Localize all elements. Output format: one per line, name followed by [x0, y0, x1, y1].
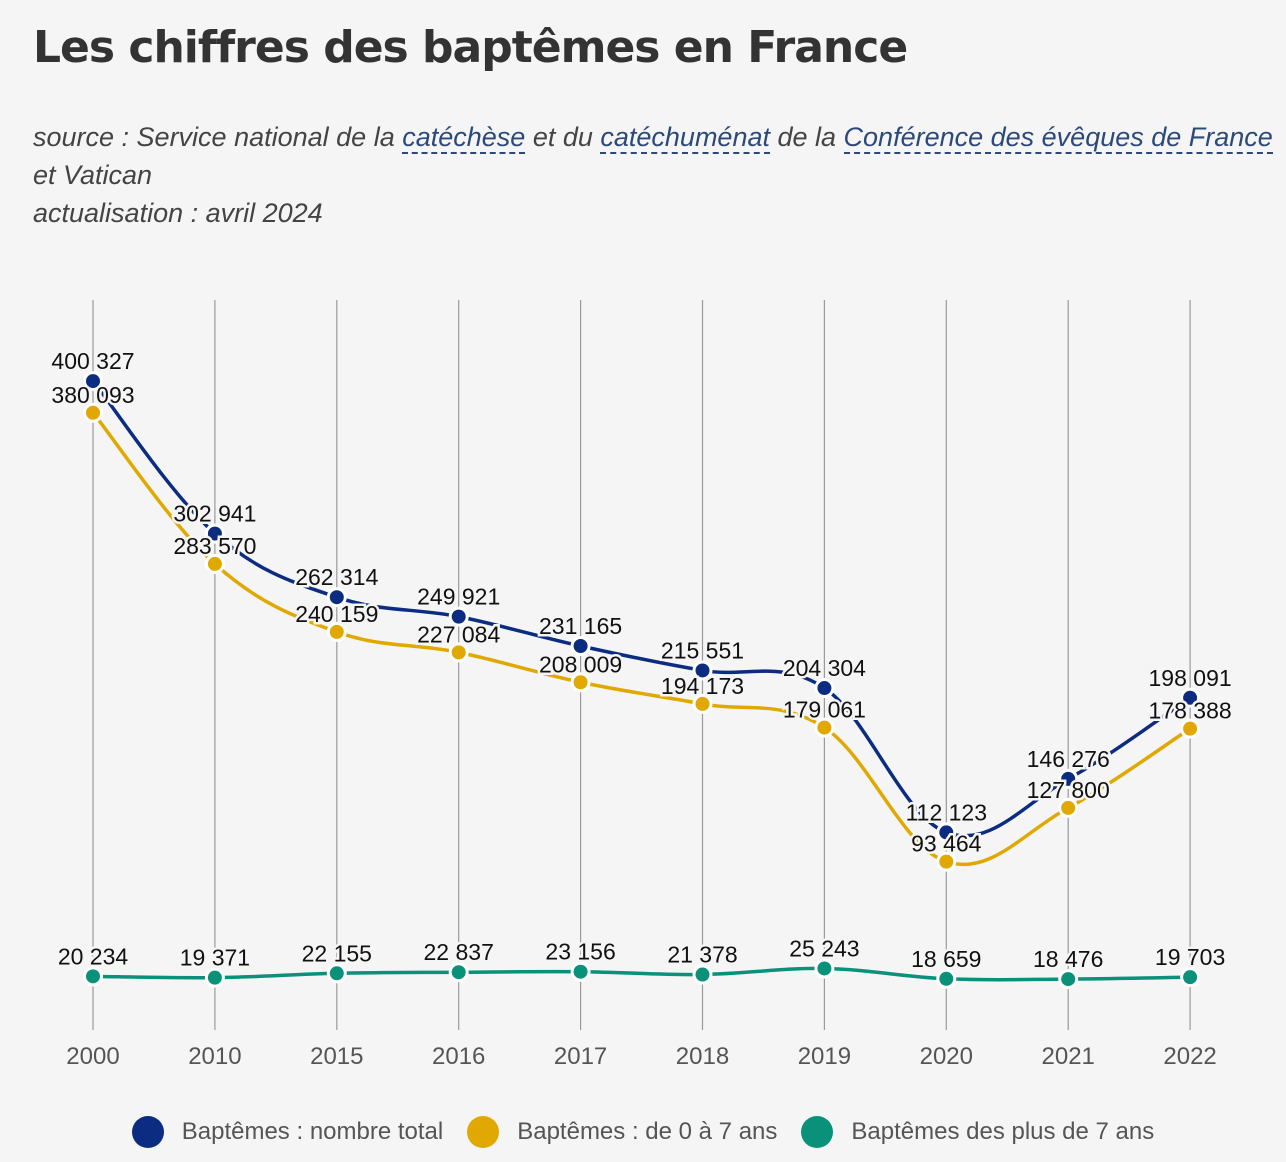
- point-young-2000: [83, 402, 103, 423]
- x-tick-label-2000: 2000: [66, 1043, 119, 1070]
- data-label-total-2016: 249 921: [417, 584, 500, 610]
- legend-label-young: Baptêmes : de 0 à 7 ans: [517, 1118, 778, 1145]
- series-line-total: [91, 379, 1192, 838]
- point-older-2018: [692, 964, 713, 985]
- data-label-young-2017: 208 009: [539, 651, 622, 677]
- data-label-older-2019: 25 243: [789, 935, 859, 961]
- point-older-2015: [326, 963, 347, 984]
- x-tick-label-2020: 2020: [920, 1043, 973, 1070]
- update-date: actualisation : avril 2024: [33, 198, 323, 228]
- x-tick-label-2017: 2017: [554, 1043, 607, 1070]
- legend-item-total[interactable]: Baptêmes : nombre total: [131, 1116, 444, 1148]
- data-label-older-2022: 19 703: [1155, 944, 1225, 970]
- point-young-2015: [326, 621, 347, 642]
- x-tick-label-2010: 2010: [188, 1043, 241, 1070]
- point-total-2000: [83, 371, 103, 392]
- series-line-older: [92, 966, 1191, 982]
- data-label-older-2017: 23 156: [545, 939, 615, 965]
- data-label-young-2021: 127 800: [1027, 777, 1110, 803]
- point-older-2021: [1058, 969, 1079, 990]
- link-conference-eveques[interactable]: Conférence des évêques de France: [843, 122, 1273, 154]
- link-catechumenat[interactable]: catéchuménat: [600, 122, 770, 154]
- point-total-2017: [570, 635, 591, 656]
- data-label-older-2015: 22 155: [302, 940, 372, 966]
- x-tick-label-2022: 2022: [1163, 1043, 1216, 1070]
- point-total-2016: [448, 606, 469, 627]
- point-total-2022: [1180, 687, 1201, 708]
- data-label-total-2020: 112 123: [906, 799, 987, 825]
- data-label-total-2021: 146 276: [1027, 746, 1110, 772]
- point-young-2022: [1180, 718, 1201, 739]
- point-young-2019: [814, 717, 835, 738]
- point-total-2010: [204, 523, 225, 544]
- point-older-2016: [448, 962, 469, 983]
- data-label-young-2018: 194 173: [661, 673, 744, 699]
- legend-label-total: Baptêmes : nombre total: [181, 1118, 444, 1145]
- data-label-older-2021: 18 476: [1033, 946, 1103, 972]
- point-young-2020: [936, 851, 957, 872]
- legend-dot-total: [131, 1116, 164, 1148]
- data-label-older-2016: 22 837: [424, 939, 494, 965]
- x-tick-label-2019: 2019: [798, 1043, 851, 1070]
- source-mid-1: et du: [525, 122, 601, 152]
- point-total-2020: [936, 822, 957, 843]
- data-label-total-2010: 302 941: [173, 501, 256, 527]
- chart-title: Les chiffres des baptêmes en France: [33, 22, 908, 73]
- point-older-2019: [814, 958, 835, 979]
- point-older-2010: [204, 967, 225, 988]
- data-label-young-2019: 179 061: [783, 697, 866, 723]
- data-label-young-2022: 178 388: [1149, 698, 1232, 724]
- data-label-older-2000: 20 234: [58, 943, 129, 969]
- legend: Baptêmes : nombre total Baptêmes : de 0 …: [0, 1116, 1286, 1148]
- point-older-2020: [936, 968, 957, 989]
- source-suffix: et Vatican: [33, 160, 153, 190]
- line-chart: 2000 2010 2015 2016 2017 2018 2019 2020 2021 2022…: [51, 300, 1232, 1070]
- data-label-older-2010: 19 371: [180, 945, 250, 971]
- legend-label-older: Baptêmes des plus de 7 ans: [851, 1118, 1155, 1145]
- data-label-total-2022: 198 091: [1149, 665, 1232, 691]
- data-label-young-2020: 93 464: [911, 831, 982, 857]
- point-young-2016: [448, 642, 469, 663]
- data-label-total-2000: 400 327: [51, 348, 134, 374]
- legend-item-young[interactable]: Baptêmes : de 0 à 7 ans: [467, 1116, 777, 1148]
- data-label-older-2020: 18 659: [911, 946, 981, 972]
- x-tick-label-2015: 2015: [310, 1043, 363, 1070]
- point-older-2000: [83, 966, 103, 987]
- data-label-older-2018: 21 378: [667, 942, 737, 968]
- series-line-young: [91, 411, 1192, 867]
- point-total-2018: [692, 660, 713, 681]
- point-older-2017: [570, 961, 591, 982]
- point-total-2019: [814, 678, 835, 699]
- legend-dot-older: [801, 1116, 834, 1148]
- point-young-2010: [204, 553, 225, 574]
- x-tick-label-2016: 2016: [432, 1043, 485, 1070]
- legend-dot-young: [467, 1116, 500, 1148]
- source-mid-2: de la: [769, 122, 844, 152]
- source-prefix: source : Service national de la: [33, 122, 403, 152]
- data-label-total-2019: 204 304: [783, 655, 866, 681]
- point-older-2022: [1180, 967, 1201, 988]
- point-young-2021: [1058, 797, 1079, 818]
- data-label-total-2017: 231 165: [539, 613, 622, 639]
- data-label-total-2018: 215 551: [661, 637, 744, 663]
- data-label-young-2015: 240 159: [295, 601, 378, 627]
- point-young-2017: [570, 672, 591, 693]
- x-tick-label-2018: 2018: [676, 1043, 729, 1070]
- data-label-total-2015: 262 314: [295, 564, 378, 590]
- x-tick-label-2021: 2021: [1042, 1043, 1095, 1070]
- legend-item-older[interactable]: Baptêmes des plus de 7 ans: [801, 1116, 1154, 1148]
- data-label-young-2010: 283 570: [173, 533, 256, 559]
- data-label-young-2000: 380 093: [51, 382, 134, 408]
- data-label-young-2016: 227 084: [417, 621, 500, 647]
- point-total-2015: [326, 587, 347, 608]
- link-catechese[interactable]: catéchèse: [402, 122, 526, 154]
- source-text: source : Service national de la catéchès…: [33, 118, 1273, 232]
- point-total-2021: [1058, 768, 1079, 789]
- point-young-2018: [692, 693, 713, 714]
